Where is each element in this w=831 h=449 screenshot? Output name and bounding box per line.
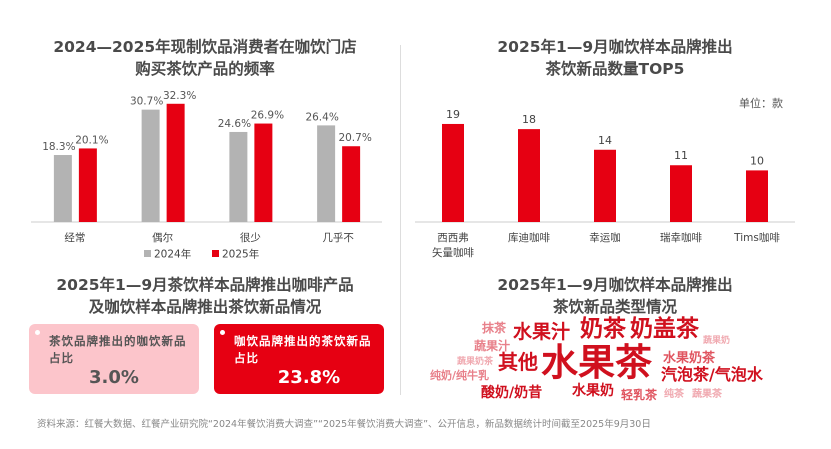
data-label: 20.1% [75,134,108,146]
word: 酸奶/奶昔 [481,385,543,401]
unit-label: 单位：款 [739,97,783,110]
data-label: 10 [750,154,764,167]
chart1-frequency: 18.3%20.1% 经常 30.7% 32.3% 偶尔 24.6%26.9% 很少 26.4… [31,90,382,261]
bar [594,149,616,222]
x-tick-label: 很少 [240,231,261,244]
word: 蔬果汁 [474,339,511,353]
x-tick-label: Tims咖啡 [733,232,780,244]
bar-2024年 [317,125,336,222]
word: 纯茶 [664,389,684,400]
x-tick-label: 库迪咖啡 [508,231,550,244]
data-label: 19 [446,108,460,121]
word: 水果奶 [572,383,614,399]
data-label: 14 [598,134,612,147]
panel3-title-line2: 及咖饮样本品牌推出茶饮新品情况 [88,298,322,316]
card-value: 3.0% [89,367,139,388]
card-label: 茶饮品牌推出的咖饮新品占比 [49,334,187,365]
data-label: 18.3% [42,141,75,153]
data-label: 11 [674,149,688,162]
panel3-title-line1: 2025年1—9月茶饮样本品牌推出咖啡产品 [56,276,354,294]
x-tick-label: 偶尔 [152,231,173,244]
word: 水果茶 [541,341,652,384]
bar-2025年 [342,146,361,222]
data-label: 24.6% [218,118,251,130]
data-label: 20.7% [338,132,371,144]
panel4-title: 2025年1—9月咖饮样本品牌推出 茶饮新品类型情况 [430,274,800,318]
data-label: 26.4% [305,111,338,123]
source-note: 资料来源：红餐大数据、红餐产业研究院“2024年餐饮消费大调查”“2025年餐饮… [37,419,651,430]
card-tea-brand-coffee-share: 茶饮品牌推出的咖饮新品占比 3.0% [29,324,199,394]
x-tick-label: 西西弗 [437,231,469,244]
word: 奶盖茶 [630,316,699,342]
chart1-title: 2024—2025年现制饮品消费者在咖饮门店 购买茶饮产品的频率 [20,36,390,80]
bar [518,129,540,222]
word: 蔬果茶 [692,389,722,400]
bar-2024年 [53,155,72,222]
panel3-title: 2025年1—9月茶饮样本品牌推出咖啡产品 及咖饮样本品牌推出茶饮新品情况 [20,274,390,318]
chart2-title: 2025年1—9月咖饮样本品牌推出 茶饮新品数量TOP5 [430,36,800,80]
x-tick-label: 几乎不 [322,232,354,244]
word: 蔬果奶 [703,336,731,346]
chart2-title-line1: 2025年1—9月咖饮样本品牌推出 [497,38,733,56]
panel4-title-line1: 2025年1—9月咖饮样本品牌推出 [497,276,733,294]
vertical-divider [400,45,401,395]
bar-2024年 [141,109,160,222]
card-coffee-brand-tea-share: 咖饮品牌推出的茶饮新品占比 23.8% [214,324,384,394]
bar [442,123,464,222]
bar-2025年 [254,123,273,222]
legend-label: 2025年 [222,248,259,261]
legend-label: 2024年 [154,248,191,261]
bar-2025年 [78,148,97,222]
x-tick-label: 经常 [64,231,85,244]
legend-swatch [144,250,151,257]
word: 蔬果奶茶 [457,357,494,367]
card-label: 咖饮品牌推出的茶饮新品占比 [234,334,372,365]
bar [746,170,768,222]
word: 其他 [498,350,538,374]
panel4-title-line2: 茶饮新品类型情况 [552,298,677,316]
card-value: 23.8% [277,367,341,388]
word: 轻乳茶 [621,388,658,402]
word: 水果汁 [513,321,571,343]
bar [670,165,692,222]
dot-icon [220,330,225,335]
chart2-title-line2: 茶饮新品数量TOP5 [545,60,685,78]
bar-2025年 [166,103,185,222]
word: 奶茶 [580,316,626,342]
data-label: 18 [522,113,536,126]
word: 抹茶 [482,321,507,335]
word: 水果奶茶 [663,351,716,366]
word: 纯奶/纯牛乳 [430,369,490,382]
dot-icon [35,330,40,335]
chart1-title-line1: 2024—2025年现制饮品消费者在咖饮门店 [53,38,357,56]
x-tick-label: 瑞幸咖啡 [660,232,702,244]
data-label: 30.7% [130,96,163,108]
x-tick-label: 矢量咖啡 [432,246,474,259]
data-label: 26.9% [251,110,284,122]
word: 汽泡茶/气泡水 [661,365,763,384]
bar-2024年 [229,131,248,222]
legend-swatch [212,250,219,257]
chart1-title-line2: 购买茶饮产品的频率 [135,60,275,78]
x-tick-label: 幸运咖 [589,232,621,244]
data-label: 32.3% [163,90,196,102]
